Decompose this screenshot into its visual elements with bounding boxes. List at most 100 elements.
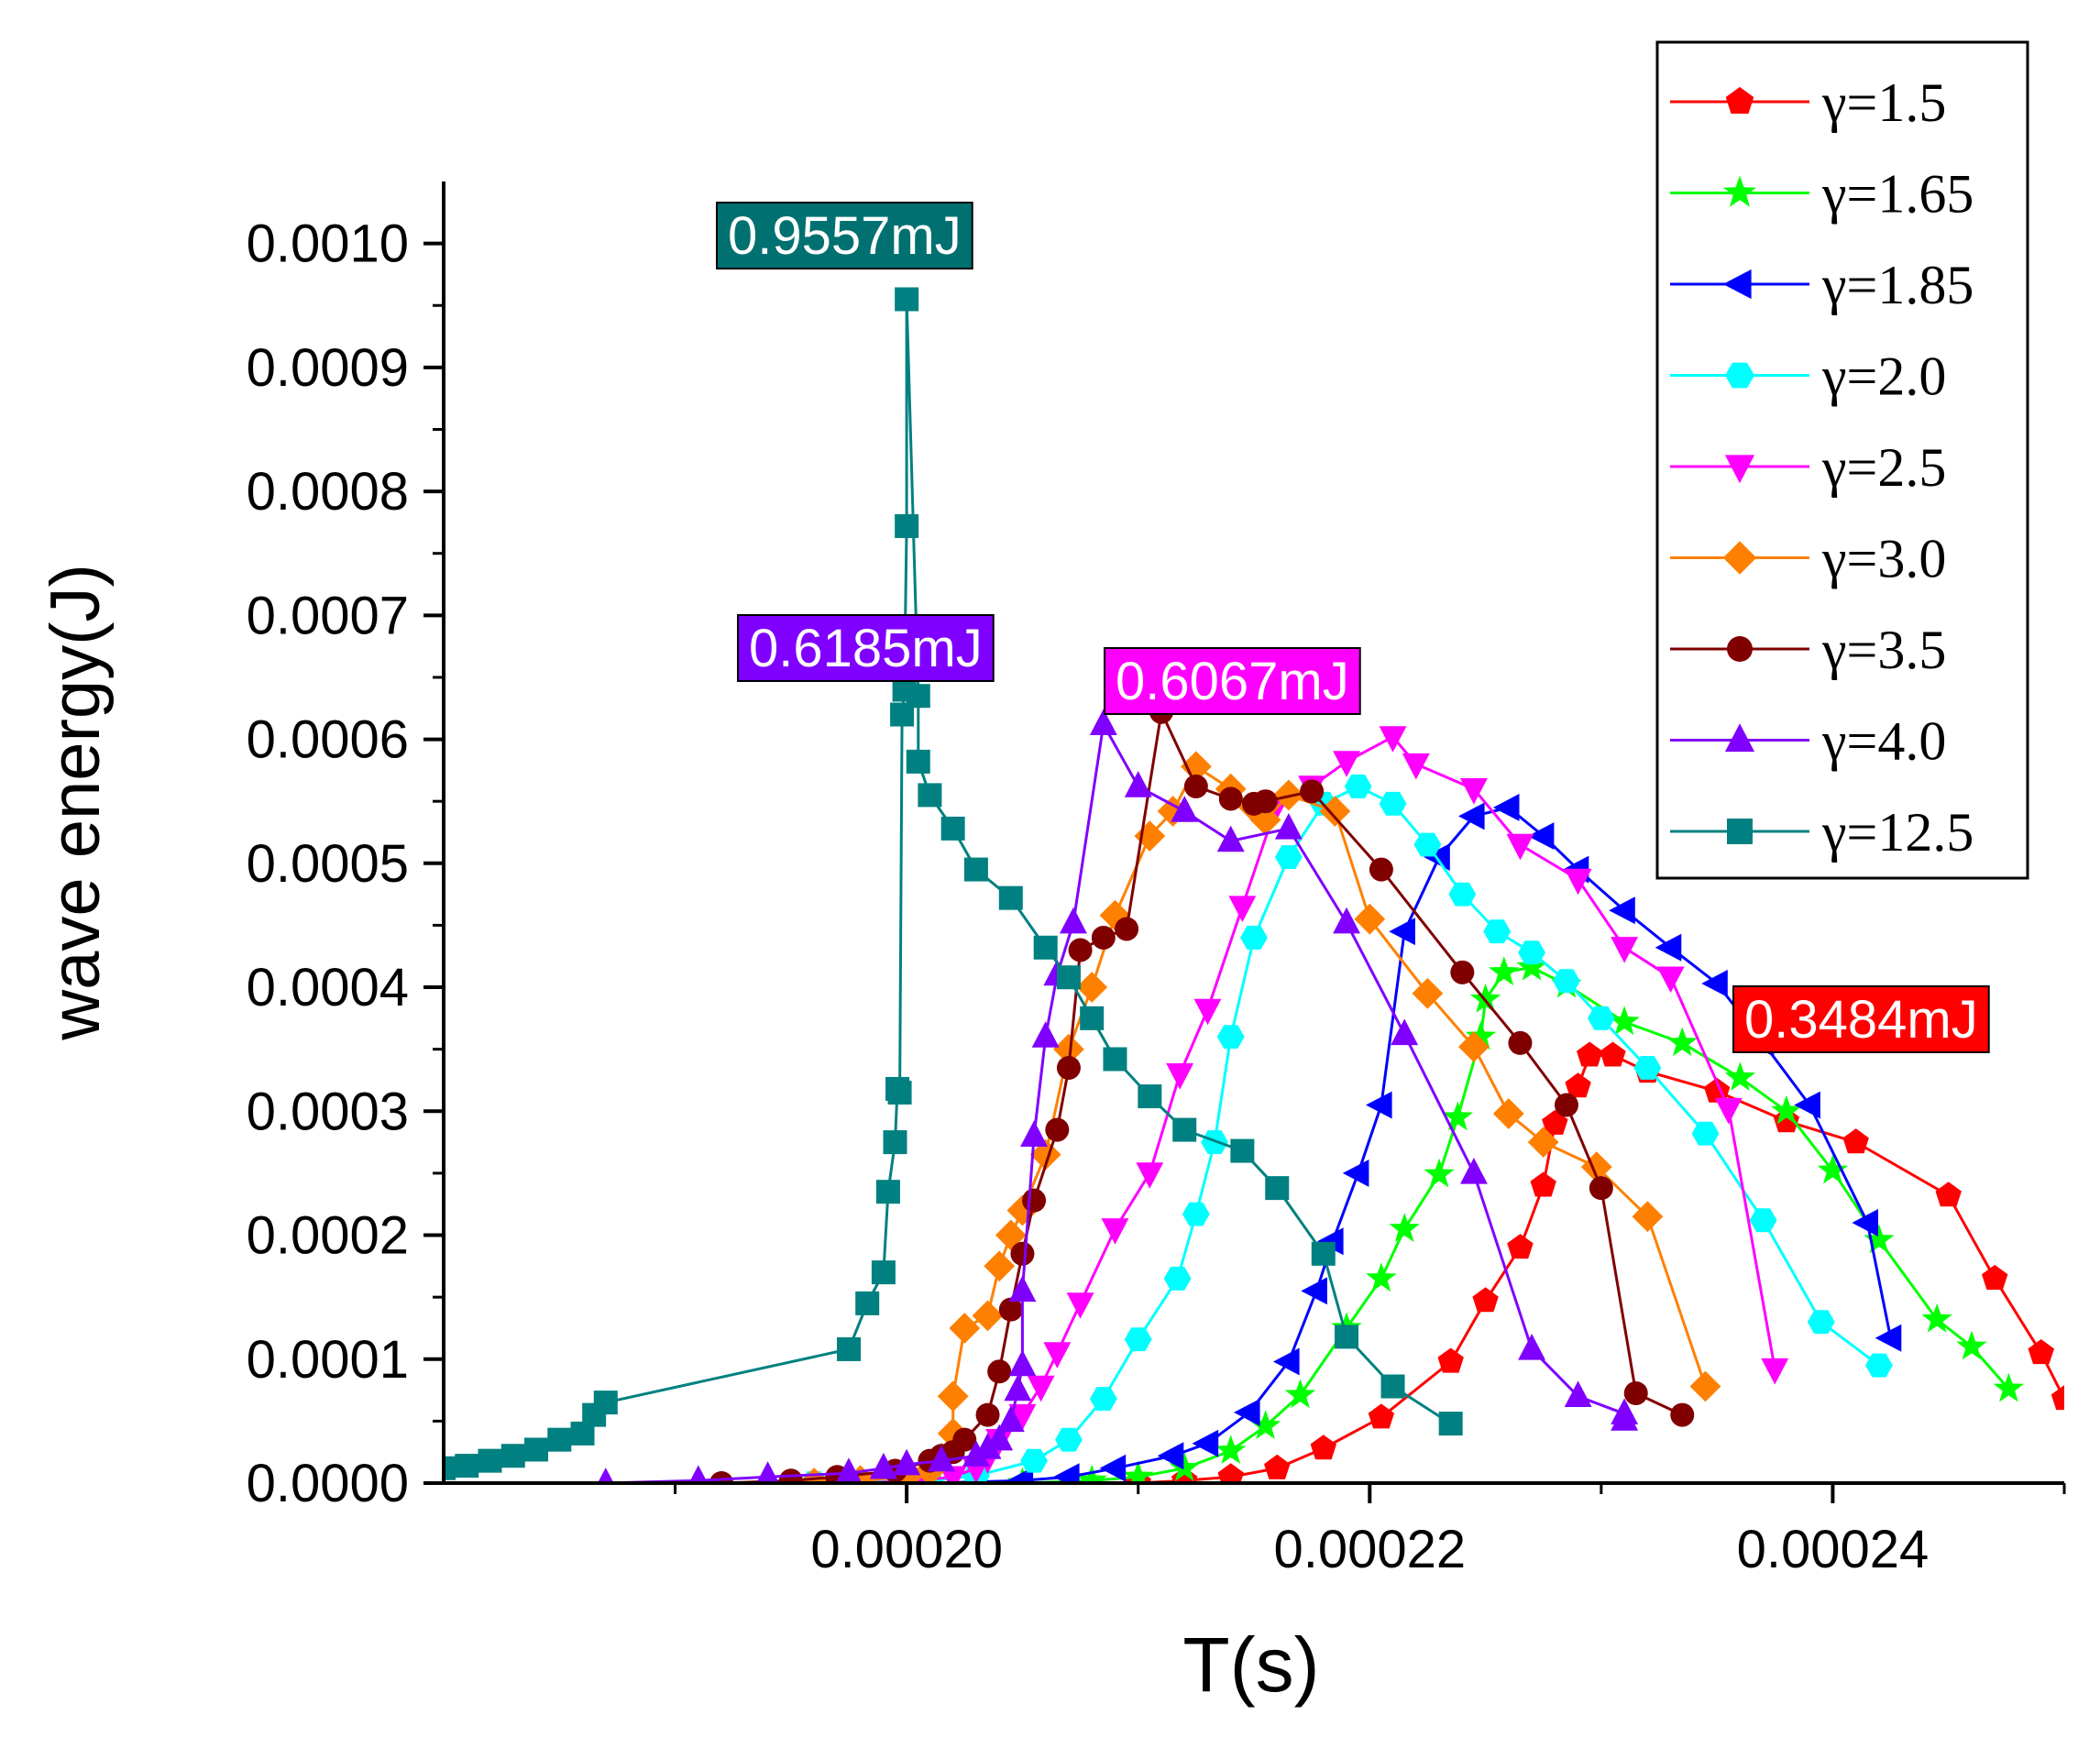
data-point [597,1468,614,1483]
peak-label-box [1104,647,1361,715]
data-point [1193,998,1222,1026]
data-point [1483,919,1512,944]
data-point [1714,1097,1743,1125]
data-point [1564,1380,1592,1407]
data-point [928,1445,955,1472]
data-point [444,1456,456,1480]
data-point [1008,1349,1037,1377]
data-point [1565,1072,1591,1098]
data-point [1004,1374,1032,1402]
legend-label: γ=1.85 [1821,255,1974,315]
peak-label: 0.6185mJ [737,614,995,682]
data-point [1458,1031,1490,1062]
data-point [1472,1287,1499,1313]
data-point [906,684,930,709]
data-point [1008,1403,1037,1431]
series-line-gamma-3-5 [721,707,1683,1483]
data-point [1852,1209,1878,1237]
data-point [1773,1107,1800,1133]
data-point [1507,1234,1534,1259]
data-point [1580,1151,1612,1182]
y-axis-title: wave energy(J) [37,564,115,1041]
data-point [1115,917,1139,941]
data-point [1864,1224,1895,1254]
data-point [756,1461,779,1483]
data-point [478,1448,502,1473]
data-point [1301,1277,1327,1305]
y-tick-label: 0.0004 [247,958,409,1017]
peak-label-text: 0.6185mJ [749,619,983,678]
data-point [1089,1387,1117,1411]
data-point [1589,1176,1613,1201]
data-point [1068,938,1093,962]
y-tick-label: 0.0001 [247,1330,409,1390]
legend-item: γ=12.5 [1670,802,1974,863]
data-point [1053,1033,1084,1065]
data-point [1469,984,1501,1013]
data-point [1056,1055,1081,1080]
data-point [1134,820,1166,852]
series-gamma-3-5 [709,699,1695,1483]
data-point [1216,1025,1245,1050]
legend-item: γ=1.85 [1670,255,1974,315]
data-point [1369,857,1393,882]
data-point [1542,1109,1568,1135]
data-point [1182,1202,1210,1226]
data-point [1171,796,1199,822]
legend-item: γ=1.65 [1670,164,1974,225]
data-point [835,1457,863,1483]
x-tick-label: 0.00020 [810,1520,1003,1579]
data-point [1101,1218,1129,1245]
data-point [1527,822,1555,850]
series-gamma-1-85 [914,794,1902,1483]
data-point [1935,1182,1962,1207]
x-tick-label: 0.00024 [1737,1520,1930,1579]
data-point [1027,1375,1055,1402]
data-point [973,1433,1002,1459]
data-point [1333,907,1360,934]
data-point [1055,1427,1083,1452]
annotations: 0.9557mJ 0.6185mJ 0.6067mJ 0.3484mJ [716,202,1990,1053]
data-point [1842,1128,1869,1154]
legend-label: γ=1.65 [1821,164,1974,225]
data-point [1460,1158,1488,1184]
legend-marker [1723,175,1756,207]
data-point [1689,1370,1721,1402]
peak-label: 0.9557mJ [716,202,973,269]
data-point [940,816,965,841]
data-point [1554,1093,1578,1117]
data-point [1265,1176,1290,1201]
data-point [1183,774,1208,798]
data-point [998,1297,1023,1322]
data-point [952,1427,977,1452]
data-point [1875,1324,1902,1352]
data-point [1553,969,1580,994]
data-point [906,749,930,774]
data-point [1458,802,1485,830]
legend-marker [1724,455,1755,484]
data-point [1172,1117,1197,1142]
data-point [1284,1379,1316,1409]
data-point [1807,1310,1835,1335]
data-point [1611,1404,1639,1431]
data-point [1771,1094,1802,1125]
data-point [593,1391,618,1415]
data-point [996,1405,1025,1433]
data-point [2051,1385,2064,1411]
data-point [1412,977,1444,1009]
data-point [1089,709,1117,735]
data-point [1508,1030,1533,1055]
data-point [1274,845,1303,869]
data-point [1577,1041,1603,1067]
data-point [1080,1006,1105,1030]
data-point [1527,1127,1559,1158]
y-tick-label: 0.0006 [247,710,409,770]
y-tick-label: 0.0002 [247,1206,409,1266]
legend-label: γ=3.5 [1821,620,1946,680]
data-point [985,1424,1014,1451]
data-point [1123,1460,1154,1483]
data-point [1389,1213,1420,1242]
data-point [1333,751,1360,777]
data-point [1609,896,1635,925]
data-point [455,1454,479,1479]
